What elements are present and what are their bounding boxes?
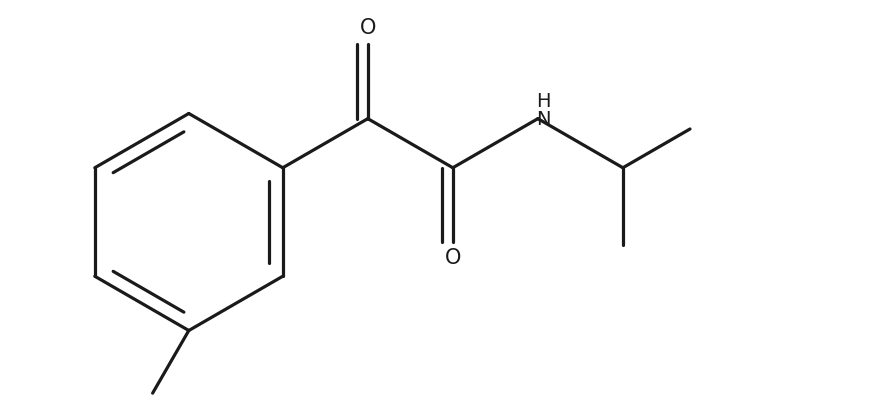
Text: H
N: H N [536,92,550,128]
Text: O: O [360,18,376,38]
Text: O: O [445,248,461,268]
